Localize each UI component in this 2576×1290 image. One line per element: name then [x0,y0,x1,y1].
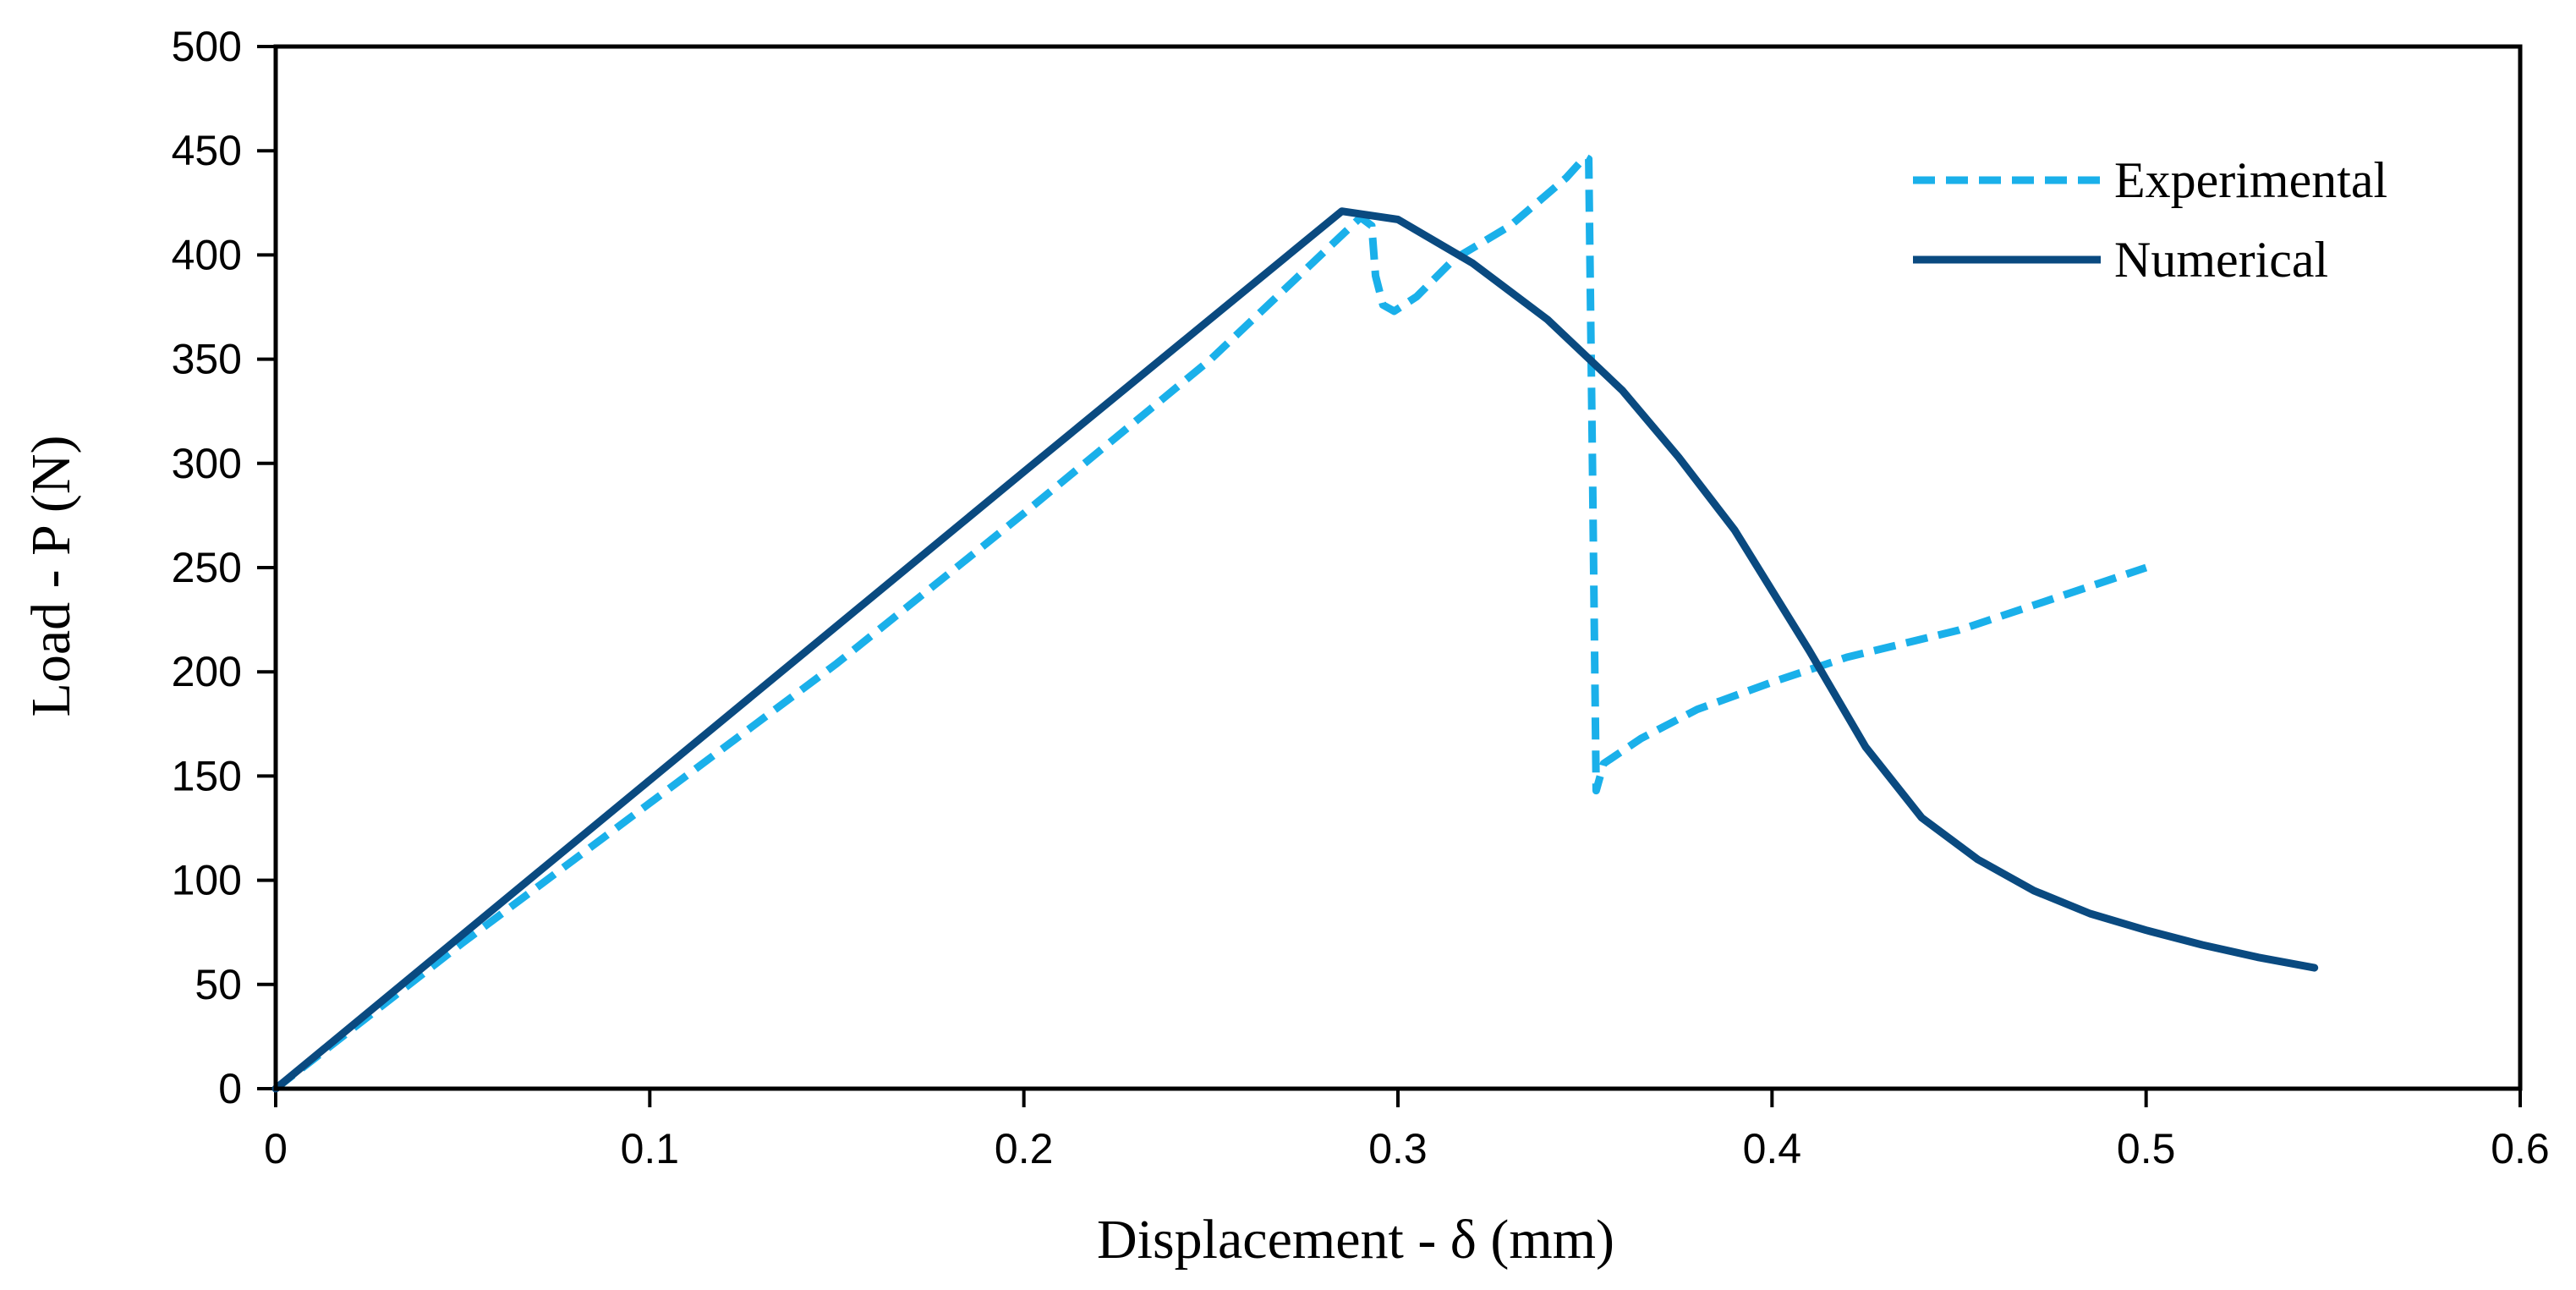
series-line-experimental [273,153,2148,1092]
x-tick-label: 0.3 [1368,1125,1428,1172]
x-tick-label: 0.4 [1743,1125,1802,1172]
y-axis-title: Load - P (N) [20,436,82,717]
y-tick-label: 150 [172,752,242,799]
legend-label-numerical: Numerical [2114,232,2328,288]
x-tick-label: 0 [264,1125,288,1172]
y-tick-label: 500 [172,23,242,70]
tick-label-layer: 0 50 100 150 200 250 300 350 400 450 500 0 0.1 0.2 0.3… [172,23,2550,1172]
legend: Experimental Numerical [1913,152,2387,288]
x-tick-label: 0.2 [995,1125,1054,1172]
x-tick-label: 0.1 [621,1125,680,1172]
legend-label-experimental: Experimental [2114,152,2387,208]
series-line-numerical [271,207,2319,1093]
y-tick-label: 300 [172,440,242,487]
y-tick-label: 250 [172,544,242,591]
y-tick-label: 200 [172,648,242,695]
x-tick-label: 0.5 [2117,1125,2176,1172]
y-tick-label: 50 [195,961,242,1008]
x-tick-label: 0.6 [2491,1125,2550,1172]
y-tick-label: 0 [218,1065,242,1112]
y-tick-label: 100 [172,857,242,904]
tick-layer [257,45,2522,1107]
y-tick-label: 450 [172,127,242,174]
x-axis-title: Displacement - δ (mm) [1097,1209,1614,1271]
y-tick-label: 400 [172,231,242,278]
plot-area-frame [273,44,2523,1091]
y-tick-label: 350 [172,336,242,383]
series-layer [271,153,2319,1093]
